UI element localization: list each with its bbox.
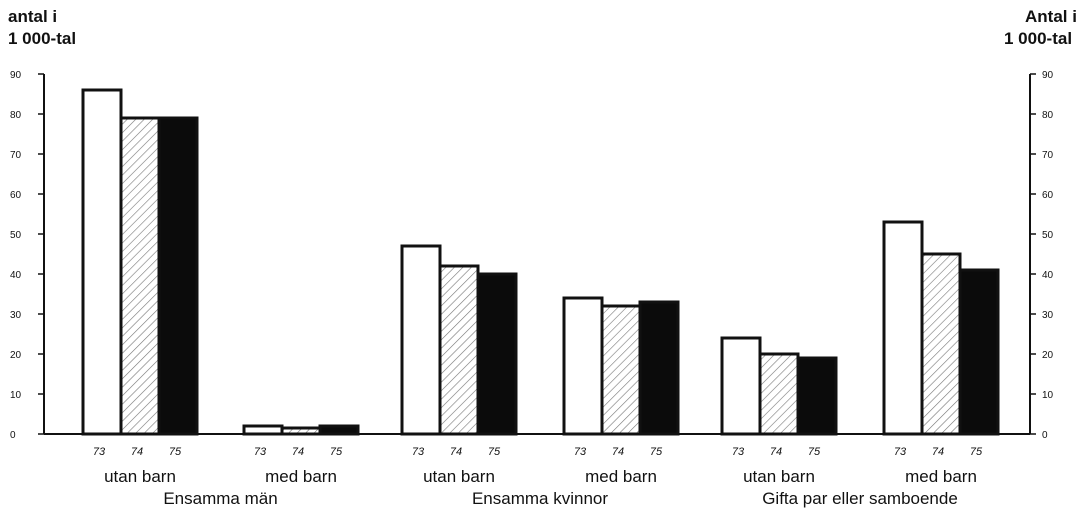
right-tick-label: 80 <box>1042 110 1054 121</box>
right-tick-label: 0 <box>1042 430 1048 441</box>
right-tick-label: 30 <box>1042 310 1054 321</box>
year-label: 75 <box>488 446 501 458</box>
bar-75 <box>796 356 838 436</box>
left-tick-label: 10 <box>10 390 22 401</box>
bar-73 <box>242 424 284 436</box>
year-label: 75 <box>169 446 182 458</box>
bar-74 <box>920 252 962 436</box>
right-tick-label: 40 <box>1042 270 1054 281</box>
right-tick-label: 70 <box>1042 150 1054 161</box>
year-label: 73 <box>412 446 425 458</box>
category-label: med barn <box>905 467 977 486</box>
bar-74 <box>600 304 642 436</box>
bar-73 <box>400 244 442 436</box>
year-label: 74 <box>131 446 143 458</box>
left-tick-label: 20 <box>10 350 22 361</box>
left-tick-label: 70 <box>10 150 22 161</box>
bar-73 <box>882 220 924 436</box>
category-label: utan barn <box>104 467 176 486</box>
left-tick-label: 30 <box>10 310 22 321</box>
right-axis-title-line-2: 1 000-tal <box>1004 29 1072 48</box>
category-label: med barn <box>265 467 337 486</box>
year-label: 75 <box>330 446 343 458</box>
category-labels: 73 74 75 utan barn 73 74 75 med barn 73 74 75 utan … <box>93 446 983 508</box>
left-tick-label: 60 <box>10 190 22 201</box>
right-tick-label: 90 <box>1042 70 1054 81</box>
year-label: 74 <box>770 446 782 458</box>
bar-73 <box>720 336 762 436</box>
year-label: 75 <box>808 446 821 458</box>
year-label: 74 <box>612 446 624 458</box>
bar-75 <box>476 272 518 436</box>
year-label: 73 <box>732 446 745 458</box>
bar-74 <box>758 352 800 436</box>
year-label: 73 <box>894 446 907 458</box>
bar-73 <box>81 88 123 436</box>
right-tick-label: 60 <box>1042 190 1054 201</box>
bar-73 <box>562 296 604 436</box>
bar-75 <box>157 116 199 436</box>
right-tick-label: 50 <box>1042 230 1054 241</box>
category-label: utan barn <box>743 467 815 486</box>
bar-74 <box>280 426 322 436</box>
bar-75 <box>958 268 1000 436</box>
category-label: med barn <box>585 467 657 486</box>
year-label: 75 <box>970 446 983 458</box>
bars <box>81 88 1000 436</box>
right-tick-label: 10 <box>1042 390 1054 401</box>
year-label: 74 <box>292 446 304 458</box>
year-label: 75 <box>650 446 663 458</box>
right-tick-label: 20 <box>1042 350 1054 361</box>
bar-75 <box>638 300 680 436</box>
right-axis-title-line-1: Antal i <box>1025 7 1077 26</box>
group-label: Ensamma kvinnor <box>472 489 608 508</box>
left-tick-label: 0 <box>10 430 16 441</box>
group-label: Gifta par eller samboende <box>762 489 958 508</box>
left-axis-title-line-1: antal i <box>8 7 57 26</box>
bar-74 <box>119 116 161 436</box>
group-label: Ensamma män <box>163 489 277 508</box>
bar-75 <box>318 424 360 436</box>
year-label: 74 <box>932 446 944 458</box>
left-tick-label: 40 <box>10 270 22 281</box>
category-label: utan barn <box>423 467 495 486</box>
year-label: 74 <box>450 446 462 458</box>
left-tick-label: 80 <box>10 110 22 121</box>
axes: 0 0 10 10 20 20 30 30 40 40 50 50 60 60 70 70 80 80 90 90 <box>10 70 1054 441</box>
year-label: 73 <box>93 446 106 458</box>
bar-74 <box>438 264 480 436</box>
year-label: 73 <box>574 446 587 458</box>
year-label: 73 <box>254 446 267 458</box>
left-axis-title-line-2: 1 000-tal <box>8 29 76 48</box>
left-tick-label: 50 <box>10 230 22 241</box>
left-tick-label: 90 <box>10 70 22 81</box>
